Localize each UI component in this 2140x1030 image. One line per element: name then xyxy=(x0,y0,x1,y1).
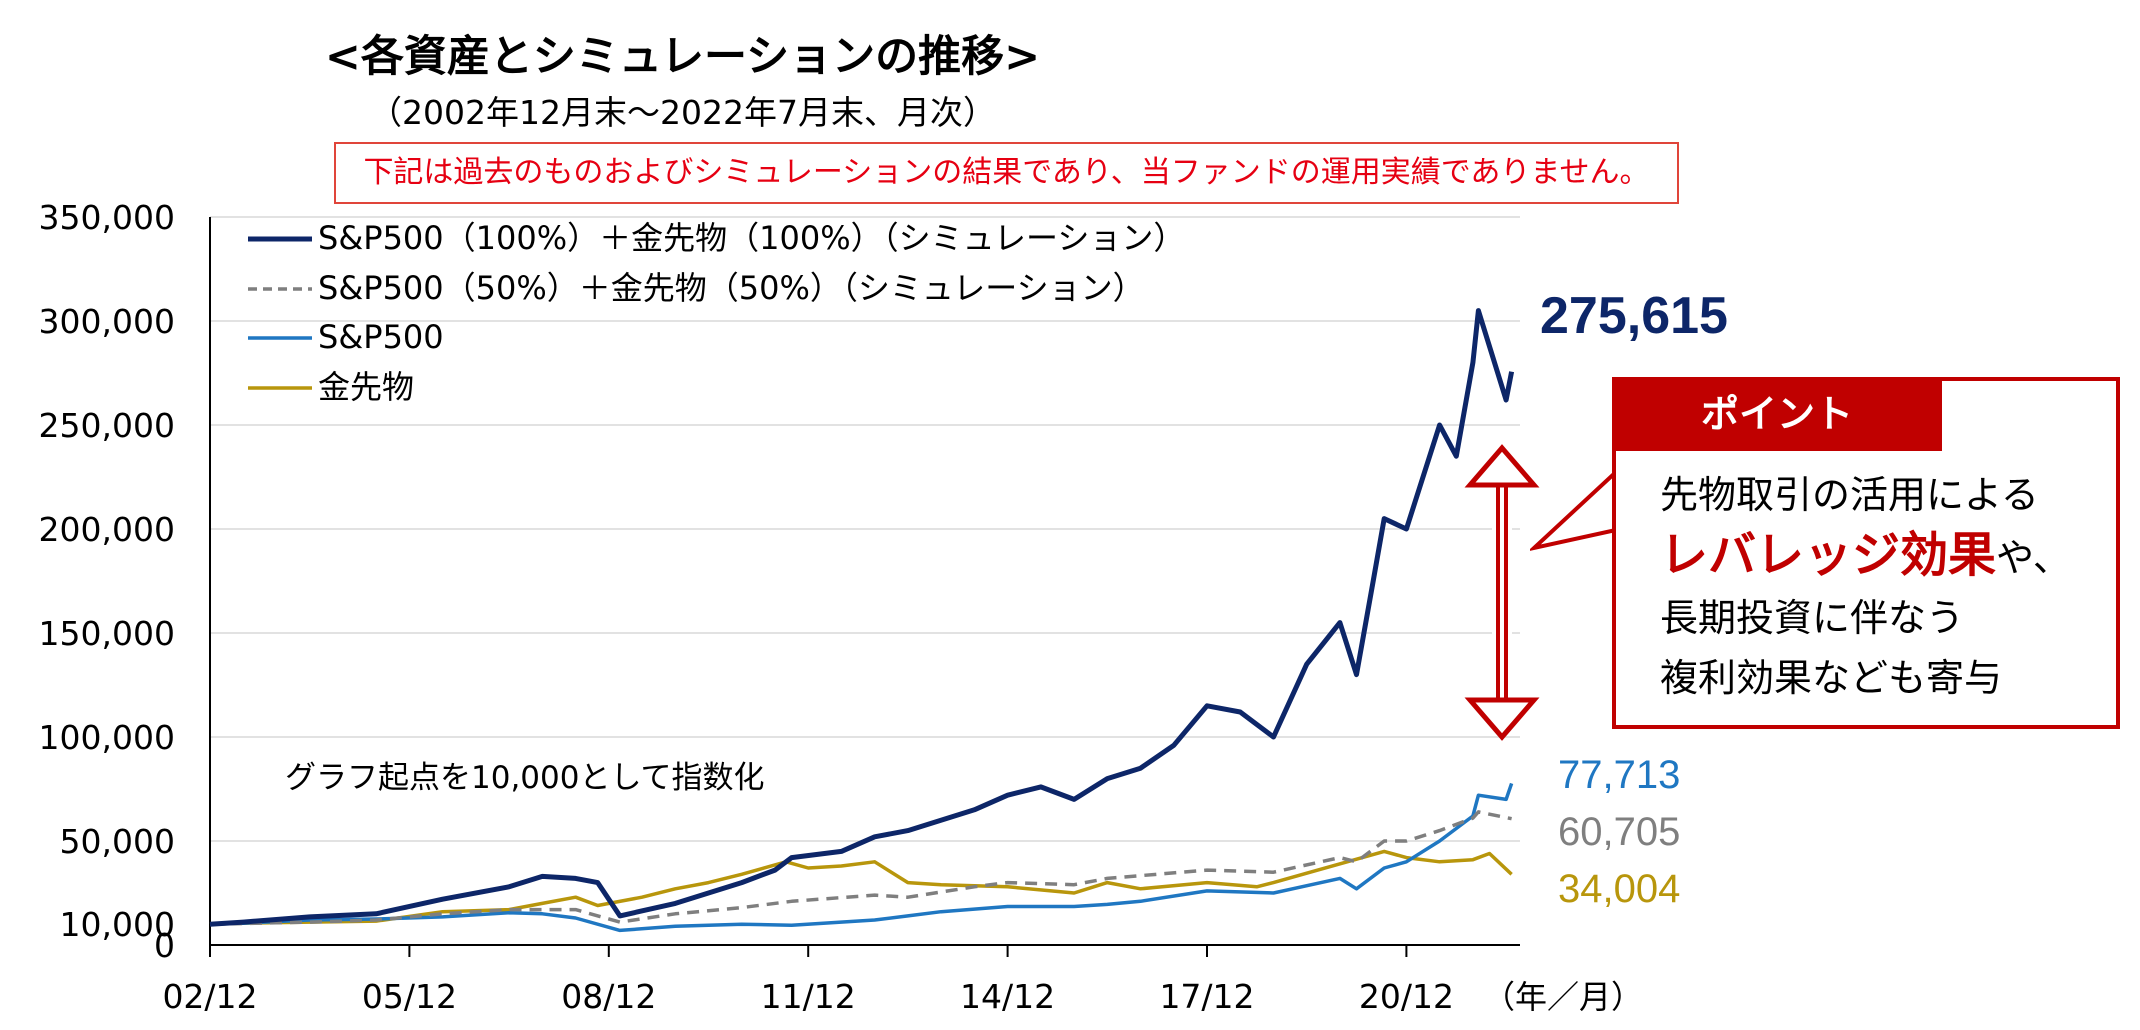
y-tick-label: 100,000 xyxy=(39,718,175,757)
point-text: 先物取引の活用による レバレッジ効果や、 長期投資に伴なう 複利効果なども寄与 xyxy=(1660,465,2110,708)
y-tick-label: 50,000 xyxy=(60,822,175,861)
point-line-2-rest: や、 xyxy=(1996,536,2071,580)
legend: S&P500（100%）＋金先物（100%）（シミュレーション） S&P500（5… xyxy=(248,219,1185,406)
x-tick-label: 02/12 xyxy=(162,977,257,1016)
chart-subtitle: （2002年12月末～2022年7月末、月次） xyxy=(369,93,996,132)
series-line-sp-gold-50 xyxy=(209,810,1512,926)
disclaimer-notice: 下記は過去のものおよびシミュレーションの結果であり、当ファンドの運用実績でありま… xyxy=(334,142,1679,204)
chart-title: <各資産とシミュレーションの推移> xyxy=(324,32,1041,82)
grid-lines xyxy=(210,216,1520,842)
point-emphasis: レバレッジ効果 xyxy=(1660,527,1997,583)
y-tick-label: 200,000 xyxy=(39,510,175,549)
end-value-label: 60,705 xyxy=(1558,810,1680,854)
index-note: グラフ起点を10,000として指数化 xyxy=(285,760,765,796)
series-line-gold xyxy=(209,849,1513,926)
leverage-arrow xyxy=(1464,444,1540,741)
x-tick-label: 08/12 xyxy=(561,977,656,1016)
legend-label: S&P500 xyxy=(318,318,444,356)
y-tick-label: 10,000 xyxy=(60,905,175,944)
end-value-labels: 275,615 60,705 77,713 34,004 xyxy=(1540,287,1728,911)
end-value-label: 34,004 xyxy=(1558,867,1680,911)
y-tick-label: 250,000 xyxy=(39,406,175,445)
end-value-label: 77,713 xyxy=(1558,753,1680,797)
end-value-label: 275,615 xyxy=(1540,287,1728,345)
point-line-2: レバレッジ効果や、 xyxy=(1660,525,2110,588)
point-line-3: 長期投資に伴なう xyxy=(1660,596,1965,640)
x-tick-label: 11/12 xyxy=(761,977,856,1016)
x-tick-label: 17/12 xyxy=(1159,977,1254,1016)
y-axis: 010,000 50,000 100,000 150,000 200,000 250,00… xyxy=(39,198,211,965)
point-line-4: 複利効果なども寄与 xyxy=(1660,656,2003,700)
point-tab: ポイント xyxy=(1612,377,1942,451)
x-axis: 02/12 05/12 08/12 11/12 14/12 17/12 20/12 xyxy=(162,944,1520,1016)
legend-label: S&P500（50%）＋金先物（50%）（シミュレーション） xyxy=(318,269,1145,307)
series-line-sp500 xyxy=(209,782,1514,933)
y-tick-label: 0 xyxy=(154,926,175,965)
callout-pointer xyxy=(1530,470,1619,551)
point-line-1: 先物取引の活用による xyxy=(1660,473,2039,517)
y-tick-label: 300,000 xyxy=(39,302,175,341)
x-tick-label: 05/12 xyxy=(362,977,457,1016)
x-axis-label: （年／月） xyxy=(1483,978,1643,1016)
legend-label: 金先物 xyxy=(318,368,414,406)
y-tick-label: 350,000 xyxy=(39,198,175,237)
x-tick-label: 14/12 xyxy=(960,977,1055,1016)
series-line-sp-gold-100 xyxy=(209,308,1515,927)
series-lines xyxy=(209,308,1515,933)
legend-label: S&P500（100%）＋金先物（100%）（シミュレーション） xyxy=(318,219,1185,257)
y-tick-label: 150,000 xyxy=(39,614,175,653)
x-tick-label: 20/12 xyxy=(1359,977,1454,1016)
